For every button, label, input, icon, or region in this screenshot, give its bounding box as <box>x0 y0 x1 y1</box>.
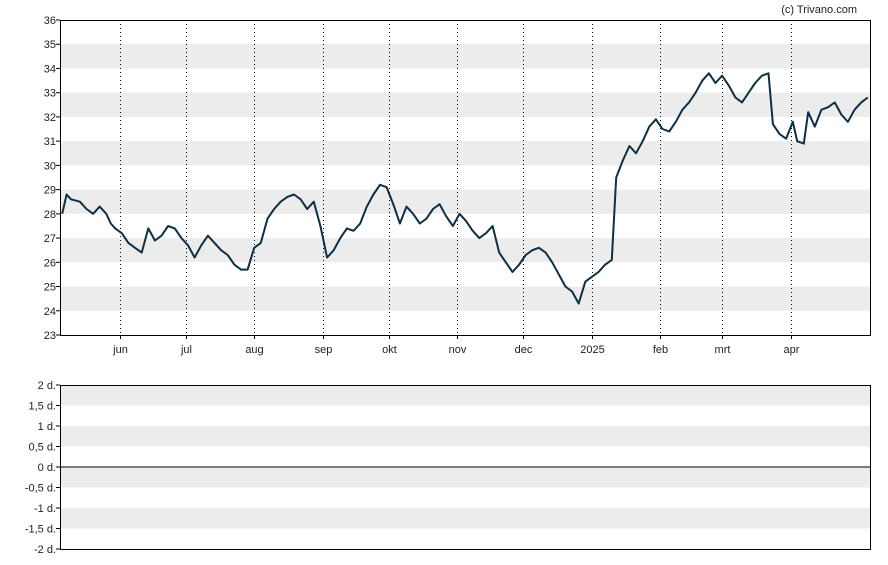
band-26 <box>60 238 870 263</box>
price-chart-x-ticks: jun jul aug sep okt nov dec 2025 feb mrt apr <box>112 335 800 356</box>
band-28 <box>60 189 870 214</box>
x-tick-label-dec: dec <box>515 344 533 356</box>
x-tick-label-apr: apr <box>784 344 800 356</box>
x-tick-label-nov: nov <box>449 344 467 356</box>
x-tick-label-2025: 2025 <box>580 344 604 356</box>
volume-y-tick-label: 2 d. <box>38 380 56 392</box>
band-30 <box>60 141 870 166</box>
volume-y-tick-label: 1 d. <box>38 421 56 433</box>
y-tick-label-23: 23 <box>44 330 56 342</box>
price-chart-panel: 23 24 25 26 27 28 29 30 31 32 33 34 35 36 jun jul aug se… <box>44 15 871 356</box>
x-tick-label-jun: jun <box>112 344 128 356</box>
volume-band-2 <box>60 426 870 447</box>
volume-chart-bands <box>60 385 870 529</box>
price-chart-axes <box>60 20 871 336</box>
y-tick-label-24: 24 <box>44 306 56 318</box>
y-tick-label-28: 28 <box>44 209 56 221</box>
volume-band-6 <box>60 508 870 529</box>
volume-y-tick-label: -1,5 d. <box>25 524 56 536</box>
credit-text: (c) Trivano.com <box>781 4 857 16</box>
band-24 <box>60 286 870 311</box>
volume-y-tick-label: 0 d. <box>38 462 56 474</box>
y-tick-label-32: 32 <box>44 112 56 124</box>
volume-chart-y-ticks: 2 d. 1,5 d. 1 d. 0,5 d. 0 d. -0,5 d. -1 d. -1,5… <box>25 380 60 556</box>
y-tick-label-35: 35 <box>44 39 56 51</box>
volume-chart-axes <box>60 385 871 550</box>
volume-band-0 <box>60 385 870 406</box>
y-tick-label-30: 30 <box>44 160 56 172</box>
y-tick-label-27: 27 <box>44 233 56 245</box>
volume-y-tick-label: -1 d. <box>34 503 56 515</box>
y-tick-label-31: 31 <box>44 136 56 148</box>
volume-chart-panel: 2 d. 1,5 d. 1 d. 0,5 d. 0 d. -0,5 d. -1 d. -1,5… <box>25 380 871 556</box>
y-tick-label-26: 26 <box>44 257 56 269</box>
price-chart-vertical-grid <box>120 20 792 335</box>
price-series-line <box>61 72 869 305</box>
volume-y-tick-label: 0,5 d. <box>28 442 56 454</box>
volume-y-tick-label: -2 d. <box>34 544 56 556</box>
x-tick-label-feb: feb <box>653 344 668 356</box>
price-chart-bands <box>60 44 870 311</box>
x-tick-label-mrt: mrt <box>715 344 731 356</box>
y-tick-label-34: 34 <box>44 63 56 75</box>
y-tick-label-25: 25 <box>44 282 56 294</box>
y-tick-label-33: 33 <box>44 88 56 100</box>
price-chart-frame <box>60 20 871 336</box>
price-chart-y-ticks: 23 24 25 26 27 28 29 30 31 32 33 34 35 36 <box>44 15 60 342</box>
volume-y-tick-label: 1,5 d. <box>28 401 56 413</box>
band-32 <box>60 92 870 117</box>
y-tick-label-29: 29 <box>44 185 56 197</box>
x-tick-label-sep: sep <box>315 344 333 356</box>
band-34 <box>60 44 870 69</box>
y-tick-label-36: 36 <box>44 15 56 27</box>
volume-y-tick-label: -0,5 d. <box>25 483 56 495</box>
x-tick-label-okt: okt <box>382 344 397 356</box>
x-tick-label-jul: jul <box>180 344 192 356</box>
volume-band-4 <box>60 467 870 488</box>
x-tick-label-aug: aug <box>245 344 263 356</box>
